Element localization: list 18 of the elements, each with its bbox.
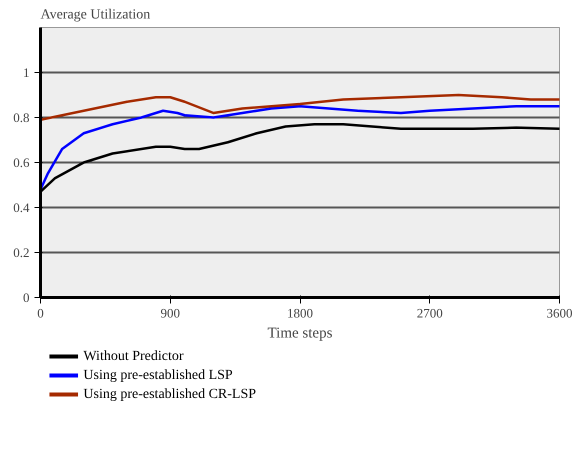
- y-tick-label: 0.8: [13, 110, 30, 125]
- y-tick-label: 0.6: [13, 155, 30, 170]
- legend-label: Using pre-established CR-LSP: [83, 387, 256, 402]
- y-tick-label: 0: [23, 290, 30, 305]
- y-tick-label: 1: [23, 65, 30, 80]
- x-tick-label: 1800: [287, 306, 313, 320]
- x-tick-label: 900: [160, 306, 180, 320]
- legend-label: Without Predictor: [83, 349, 184, 364]
- x-tick-label: 3600: [546, 306, 572, 320]
- line-series: [40, 94, 560, 121]
- y-tick-label: 0.2: [13, 245, 30, 260]
- x-tick-label: 2700: [416, 306, 443, 320]
- y-tick-label: 0.4: [13, 200, 30, 215]
- x-axis-title: Time steps: [268, 326, 333, 342]
- legend-label: Using pre-established LSP: [83, 368, 233, 383]
- y-axis-title: Average Utilization: [40, 8, 150, 22]
- line-series: [40, 105, 560, 191]
- x-tick-label: 0: [37, 306, 44, 320]
